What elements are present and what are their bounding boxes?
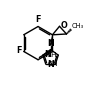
Text: N: N [47, 60, 54, 69]
Text: CH₃: CH₃ [72, 23, 84, 29]
Polygon shape [50, 35, 53, 46]
Text: O: O [61, 21, 68, 30]
Text: N: N [47, 39, 54, 48]
Text: F: F [35, 15, 41, 24]
Text: CH: CH [46, 52, 57, 58]
Text: N: N [44, 50, 51, 59]
Text: F: F [16, 46, 21, 55]
Text: CH: CH [47, 61, 58, 67]
